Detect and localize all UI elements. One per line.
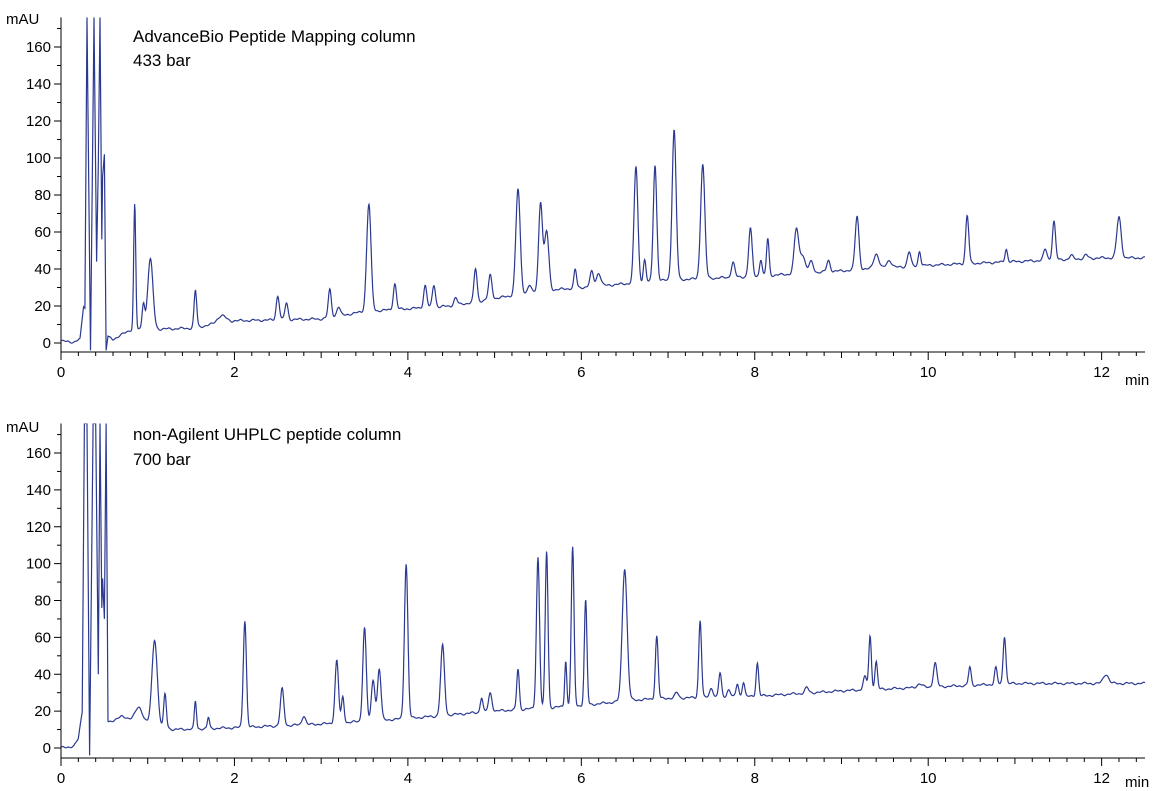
chromatogram-trace xyxy=(61,17,1145,351)
x-tick-label: 6 xyxy=(577,770,585,787)
x-tick-label: 12 xyxy=(1093,364,1110,381)
y-tick-label: 160 xyxy=(26,39,51,56)
y-tick-label: 80 xyxy=(34,187,51,204)
chart-subtitle: 433 bar xyxy=(133,51,191,70)
y-tick-label: 40 xyxy=(34,666,51,683)
y-tick-label: 140 xyxy=(26,482,51,499)
chart-title: non-Agilent UHPLC peptide column xyxy=(133,425,401,444)
y-tick-label: 20 xyxy=(34,298,51,315)
y-tick-label: 60 xyxy=(34,224,51,241)
x-tick-label: 2 xyxy=(230,770,238,787)
x-axis-label: min xyxy=(1125,372,1149,389)
chromatogram-trace xyxy=(61,423,1145,756)
x-tick-label: 0 xyxy=(57,770,65,787)
y-tick-label: 140 xyxy=(26,76,51,93)
x-tick-label: 4 xyxy=(404,364,412,381)
y-axis-label: mAU xyxy=(6,419,39,436)
chart-subtitle: 700 bar xyxy=(133,450,191,469)
x-tick-label: 10 xyxy=(920,364,937,381)
x-tick-label: 10 xyxy=(920,770,937,787)
x-tick-label: 6 xyxy=(577,364,585,381)
chart-panel-bottom: non-Agilent UHPLC peptide column 700 bar… xyxy=(6,419,1149,791)
y-tick-label: 80 xyxy=(34,593,51,610)
x-tick-label: 8 xyxy=(751,770,759,787)
y-tick-label: 20 xyxy=(34,703,51,720)
y-tick-label: 100 xyxy=(26,150,51,167)
y-tick-label: 0 xyxy=(43,335,51,352)
y-tick-label: 120 xyxy=(26,113,51,130)
x-tick-label: 4 xyxy=(404,770,412,787)
y-tick-label: 60 xyxy=(34,629,51,646)
y-axis-label: mAU xyxy=(6,11,39,28)
x-tick-label: 2 xyxy=(230,364,238,381)
x-tick-label: 8 xyxy=(751,364,759,381)
y-tick-label: 40 xyxy=(34,261,51,278)
x-tick-label: 0 xyxy=(57,364,65,381)
y-tick-label: 120 xyxy=(26,519,51,536)
y-tick-label: 0 xyxy=(43,740,51,757)
y-tick-label: 160 xyxy=(26,445,51,462)
y-tick-label: 100 xyxy=(26,556,51,573)
chart-title: AdvanceBio Peptide Mapping column xyxy=(133,27,416,46)
chart-panel-top: AdvanceBio Peptide Mapping column 433 ba… xyxy=(6,11,1149,389)
x-tick-label: 12 xyxy=(1093,770,1110,787)
x-axis-label: min xyxy=(1125,774,1149,791)
